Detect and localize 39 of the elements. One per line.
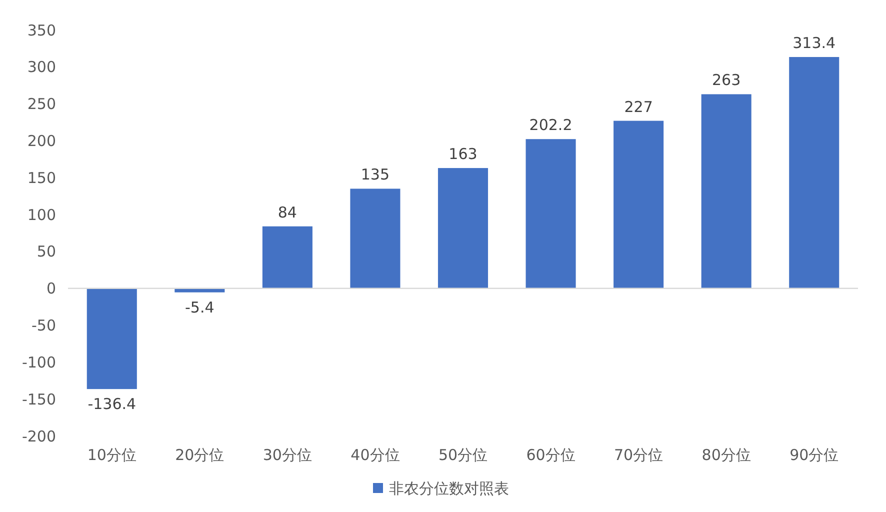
y-tick-label: 200 xyxy=(27,132,56,150)
y-tick-label: -200 xyxy=(22,427,56,446)
bar xyxy=(86,288,137,390)
data-label: 263 xyxy=(712,71,741,90)
x-tick-label: 20分位 xyxy=(175,446,224,464)
y-tick-label: 50 xyxy=(36,242,56,261)
x-tick-label: 30分位 xyxy=(262,446,312,464)
y-tick-label: -100 xyxy=(22,353,56,372)
y-tick-label: -50 xyxy=(32,316,56,335)
data-label: 313.4 xyxy=(792,34,836,52)
bar xyxy=(262,226,312,288)
y-tick-label: 350 xyxy=(27,21,56,40)
y-tick-label: 250 xyxy=(27,95,56,114)
bar xyxy=(701,94,752,288)
x-tick-label: 70分位 xyxy=(614,446,664,464)
x-tick-label: 90分位 xyxy=(790,446,839,464)
y-tick-label: 150 xyxy=(27,168,56,187)
x-tick-label: 60分位 xyxy=(526,446,576,464)
bar xyxy=(350,188,400,288)
x-tick-label: 50分位 xyxy=(438,446,488,464)
data-label: -5.4 xyxy=(185,298,214,316)
y-tick-label: 0 xyxy=(46,280,56,298)
x-tick-label: 40分位 xyxy=(350,446,400,464)
bar xyxy=(526,139,576,288)
bar xyxy=(438,168,488,288)
data-label: 163 xyxy=(448,145,478,164)
x-tick-label: 80分位 xyxy=(702,446,751,464)
data-label: 84 xyxy=(278,203,297,222)
bar xyxy=(614,120,664,288)
x-tick-label: 10分位 xyxy=(87,446,136,464)
data-label: 202.2 xyxy=(529,116,572,134)
bar xyxy=(789,57,840,288)
y-tick-label: 300 xyxy=(27,58,56,76)
data-label: -136.4 xyxy=(88,395,136,414)
data-label: 227 xyxy=(624,98,653,116)
legend-label: 非农分位数对照表 xyxy=(389,479,509,498)
y-tick-label: 100 xyxy=(27,206,56,224)
data-label: 135 xyxy=(360,166,390,184)
y-tick-label: -150 xyxy=(22,390,56,408)
